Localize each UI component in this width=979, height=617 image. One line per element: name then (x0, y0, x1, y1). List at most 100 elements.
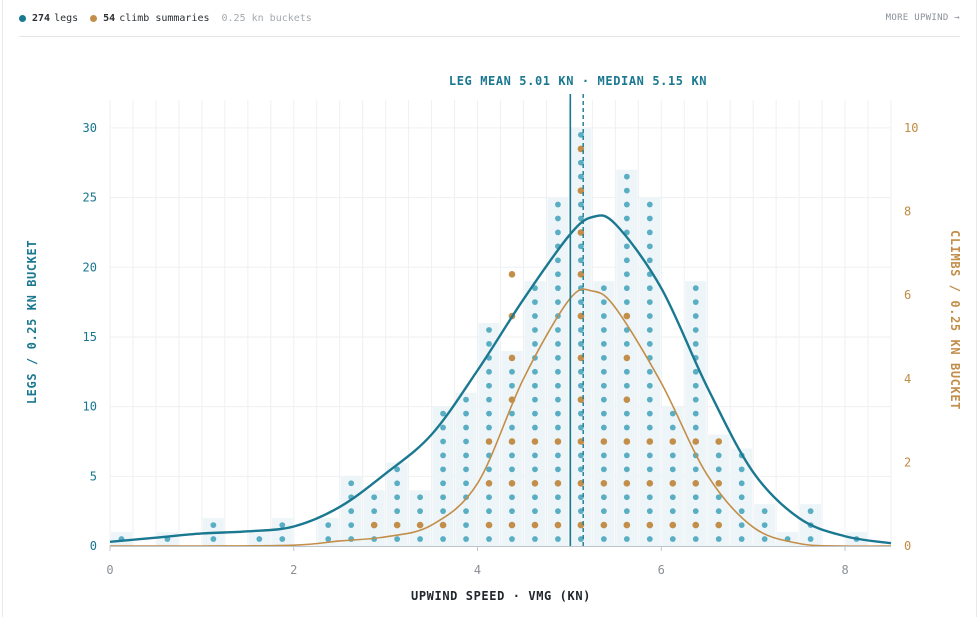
climb-dot (554, 521, 562, 529)
leg-dot (394, 494, 401, 501)
leg-dot (600, 382, 607, 389)
y2-tick-label: 2 (904, 455, 911, 469)
climbs-dots (370, 145, 723, 529)
bucket-bar (317, 518, 339, 546)
leg-dot (646, 243, 653, 250)
leg-dot (623, 466, 630, 473)
leg-dot (577, 131, 584, 138)
climb-dot (485, 480, 493, 487)
leg-dot (646, 382, 653, 389)
leg-dot (577, 508, 584, 515)
leg-dot (486, 536, 492, 542)
bucket-bar (570, 127, 592, 546)
leg-dot (692, 396, 699, 403)
leg-dot (623, 285, 630, 292)
leg-dot (486, 327, 492, 333)
leg-dot (600, 396, 607, 403)
leg-dot (532, 341, 538, 347)
leg-dot (692, 494, 699, 501)
leg-dot (577, 494, 584, 501)
leg-dot (646, 299, 653, 305)
climbs-dot-icon (90, 14, 98, 22)
leg-dot (623, 299, 630, 305)
leg-dot (692, 424, 699, 431)
leg-dot (532, 452, 538, 459)
bucket-bar (662, 406, 684, 546)
climb-dot (623, 354, 631, 362)
x-tick-label: 4 (474, 563, 481, 577)
y-tick-label: 30 (83, 121, 97, 135)
chart-title: LEG MEAN 5.01 KN · MEDIAN 5.15 KN (449, 74, 707, 88)
leg-dot (440, 508, 446, 515)
leg-dot (692, 536, 699, 542)
leg-dot (463, 466, 469, 473)
leg-dot (555, 424, 561, 431)
bucket-note: 0.25 kn buckets (221, 12, 312, 24)
leg-dot (600, 341, 607, 347)
leg-dot (692, 466, 699, 473)
leg-dot (646, 410, 653, 417)
leg-dot (646, 466, 653, 473)
climb-dot (508, 271, 516, 278)
leg-dot (555, 257, 561, 264)
leg-dot (555, 368, 561, 375)
more-upwind-link[interactable]: MORE UPWIND → (885, 13, 960, 23)
climb-dot (692, 438, 700, 445)
leg-dot (348, 508, 355, 515)
y-tick-label: 5 (90, 469, 97, 483)
climb-dot (508, 354, 516, 362)
leg-dot (532, 424, 538, 431)
leg-dot (600, 452, 607, 459)
leg-dot (577, 466, 584, 473)
reference-lines (569, 94, 584, 546)
climb-dot (416, 521, 424, 529)
leg-dot (555, 299, 561, 305)
leg-dot (715, 494, 722, 501)
climbs-count: 54 (103, 12, 116, 24)
leg-dot (669, 494, 676, 501)
leg-dot (577, 159, 584, 166)
leg-dot (646, 285, 653, 292)
leg-dot (623, 368, 630, 375)
leg-dot (646, 341, 653, 347)
x-tick-label: 8 (841, 563, 848, 577)
leg-dot (486, 410, 492, 417)
leg-dot (761, 536, 768, 542)
leg-dot (600, 299, 607, 305)
climb-dot (508, 438, 516, 445)
legs-count: 274 (32, 12, 51, 24)
leg-dot (600, 424, 607, 431)
legs-label: legs (54, 12, 79, 24)
climb-dot (554, 438, 562, 445)
leg-dot (623, 494, 630, 501)
leg-dot (532, 396, 538, 403)
leg-dot (646, 327, 653, 333)
y-tick-label: 10 (83, 400, 97, 414)
leg-dot (440, 536, 446, 542)
leg-dot (325, 522, 332, 528)
climb-dot (669, 521, 677, 529)
leg-dot (577, 173, 584, 180)
y2-tick-label: 10 (904, 121, 918, 135)
leg-dot (715, 508, 722, 515)
leg-dot (623, 257, 630, 264)
leg-dot (394, 466, 401, 473)
leg-dot (486, 382, 492, 389)
leg-dot (394, 480, 401, 487)
bucket-bar (501, 350, 523, 546)
leg-dot (555, 215, 561, 222)
leg-dot (715, 466, 722, 473)
leg-dot (646, 494, 653, 501)
leg-dot (623, 341, 630, 347)
leg-dot (325, 536, 332, 542)
climb-dot (531, 521, 539, 529)
climb-dot (623, 396, 631, 404)
leg-dot (532, 368, 538, 375)
grid (109, 100, 892, 547)
leg-dot (807, 536, 814, 542)
climb-dot (508, 521, 516, 529)
leg-dot (623, 187, 630, 194)
leg-dot (463, 480, 469, 487)
leg-dot (348, 522, 355, 528)
